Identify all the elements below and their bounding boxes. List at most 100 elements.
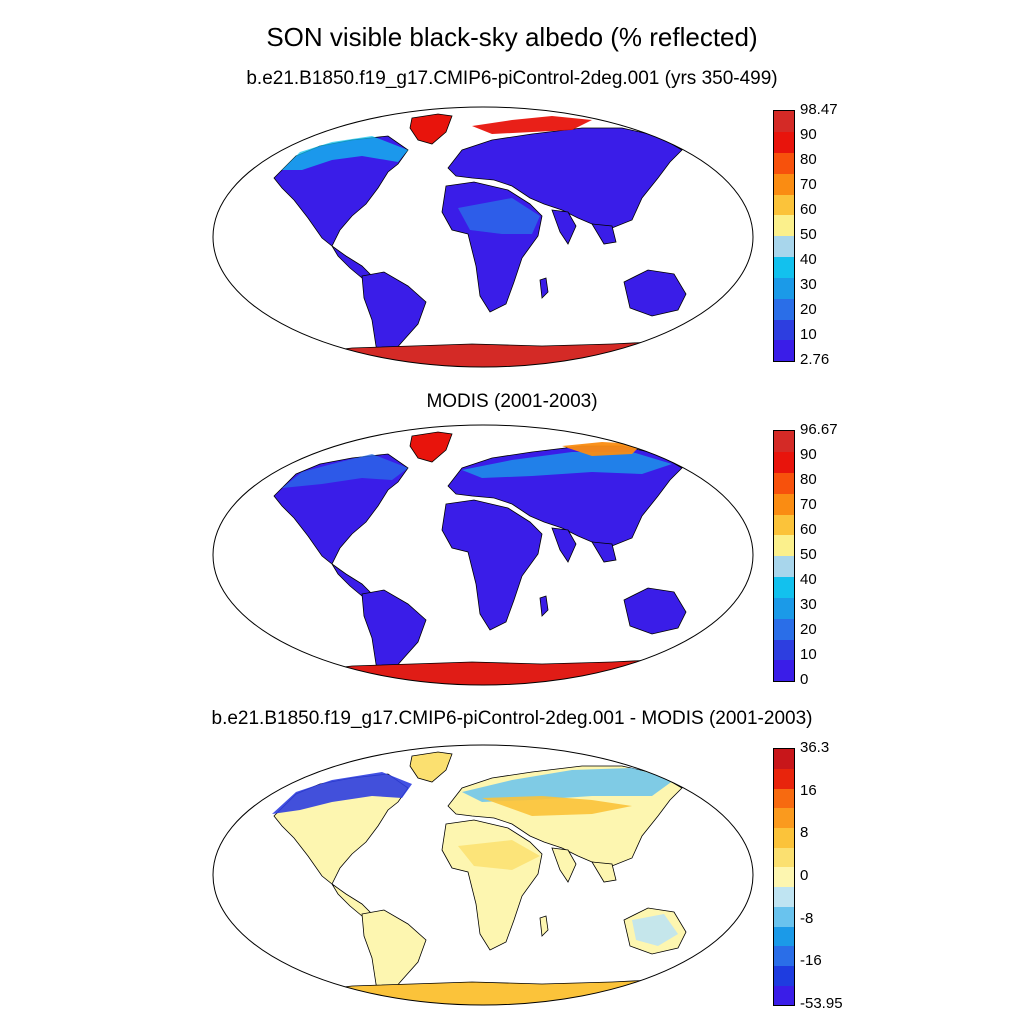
colorbar-label: 98.47 — [800, 101, 838, 118]
colorbar-swatch — [774, 618, 794, 640]
colorbar-label: 90 — [800, 446, 817, 463]
land-greenland — [409, 113, 453, 145]
map-panel-modis — [212, 424, 754, 686]
colorbar-swatch — [774, 298, 794, 320]
field-patch-1 — [462, 452, 672, 478]
colorbar-swatch — [774, 340, 794, 362]
land-seAsia — [591, 861, 617, 883]
land-india — [551, 847, 577, 883]
colorbar-swatch — [774, 985, 794, 1006]
colorbar-label: 0 — [800, 867, 809, 884]
colorbar-frame — [773, 748, 795, 1006]
land-madagascar — [539, 595, 549, 617]
land-greenland — [409, 431, 453, 463]
colorbar-label: 60 — [800, 521, 817, 538]
colorbar-swatch — [774, 451, 794, 473]
panel-3-title: b.e21.B1850.f19_g17.CMIP6-piControl-2deg… — [211, 708, 813, 729]
field-patch-4 — [632, 914, 678, 946]
land-centralAmerica — [331, 245, 373, 279]
colorbar-label: 30 — [800, 596, 817, 613]
land-australia — [623, 269, 687, 317]
field-patch-2 — [562, 442, 642, 456]
land-seAsia — [591, 541, 617, 563]
colorbar-label: 70 — [800, 176, 817, 193]
land-india — [551, 209, 577, 245]
land-antarctica — [251, 979, 723, 1005]
colorbar-swatch — [774, 768, 794, 789]
field-patch-0 — [282, 454, 408, 488]
land-africa — [441, 181, 543, 313]
colorbar-swatch — [774, 131, 794, 153]
figure-title: SON visible black-sky albedo (% reflecte… — [266, 22, 758, 52]
colorbar-label: 90 — [800, 126, 817, 143]
field-patch-2 — [482, 796, 632, 816]
colorbar-swatch — [774, 256, 794, 278]
colorbar-swatch — [774, 965, 794, 986]
colorbar-label: 50 — [800, 546, 817, 563]
colorbar-label: 40 — [800, 251, 817, 268]
colorbar-swatch — [774, 867, 794, 888]
field-patch-0 — [272, 772, 412, 814]
colorbar-swatch — [774, 173, 794, 195]
land-africa — [441, 819, 543, 951]
colorbar-swatch — [774, 194, 794, 216]
land-centralAmerica — [331, 883, 373, 917]
colorbar-swatch — [774, 514, 794, 536]
colorbar-label: 8 — [800, 824, 809, 842]
colorbar-swatch — [774, 906, 794, 927]
colorbar-swatch — [774, 111, 794, 132]
colorbar-label: 16 — [800, 781, 817, 799]
colorbar-label: 50 — [800, 226, 817, 243]
colorbar-swatch — [774, 597, 794, 619]
colorbar-swatch — [774, 215, 794, 237]
colorbar-frame — [773, 430, 795, 682]
colorbar-swatch — [774, 788, 794, 809]
colorbar-frame — [773, 110, 795, 362]
colorbar-swatch — [774, 535, 794, 557]
land-india — [551, 527, 577, 563]
colorbar-swatch — [774, 236, 794, 257]
colorbar-label: 80 — [800, 471, 817, 488]
colorbar-swatch — [774, 847, 794, 868]
map-panel-model — [212, 106, 754, 368]
colorbar-label: 60 — [800, 201, 817, 218]
colorbar-swatch — [774, 556, 794, 577]
land-antarctica — [251, 341, 723, 367]
land-seAsia — [591, 223, 617, 245]
land-madagascar — [539, 277, 549, 299]
map-border — [212, 744, 754, 1006]
field-patch-3 — [458, 840, 540, 870]
colorbar-swatch — [774, 926, 794, 947]
colorbar-label: 2.76 — [800, 351, 830, 368]
land-africa — [441, 499, 543, 631]
colorbar-swatch — [774, 152, 794, 174]
land-greenland — [409, 751, 453, 783]
colorbar-swatch — [774, 576, 794, 598]
colorbar-label: 80 — [800, 151, 817, 168]
panel-1-title: b.e21.B1850.f19_g17.CMIP6-piControl-2deg… — [246, 68, 778, 89]
colorbar-label: 10 — [800, 646, 817, 663]
colorbar-swatch — [774, 945, 794, 966]
colorbar-swatch — [774, 277, 794, 299]
colorbar-swatch — [774, 660, 794, 682]
land-centralAmerica — [331, 563, 373, 597]
colorbar-label: 40 — [800, 571, 817, 588]
field-patch-1 — [462, 768, 674, 802]
colorbar-swatch — [774, 808, 794, 829]
colorbar-label: 70 — [800, 496, 817, 513]
colorbar-swatch — [774, 639, 794, 661]
colorbar-label: -16 — [800, 952, 822, 970]
map-panel-difference — [212, 744, 754, 1006]
colorbar-label: 0 — [800, 671, 809, 688]
colorbar-swatch — [774, 319, 794, 341]
land-australia — [623, 587, 687, 635]
land-madagascar — [539, 915, 549, 937]
field-patch-2 — [472, 116, 592, 134]
colorbar-swatch — [774, 493, 794, 515]
colorbar-swatch — [774, 472, 794, 494]
colorbar-label: 20 — [800, 301, 817, 318]
colorbar-swatch — [774, 749, 794, 769]
field-patch-0 — [282, 136, 408, 170]
map-border — [212, 424, 754, 686]
colorbar-label: 10 — [800, 326, 817, 343]
